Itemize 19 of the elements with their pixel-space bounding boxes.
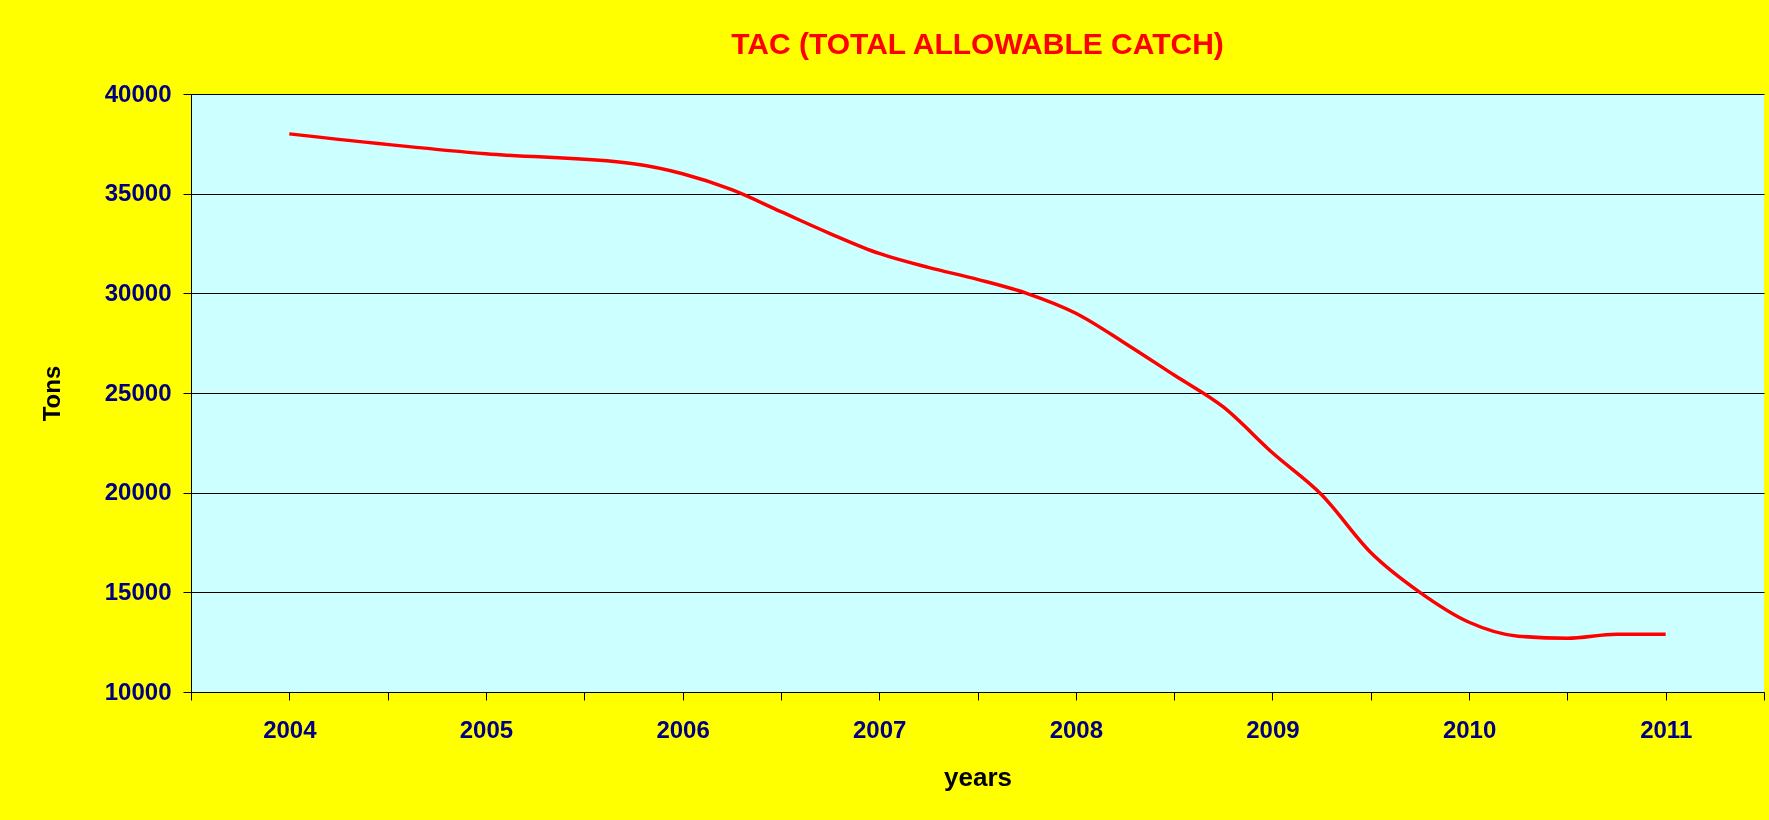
chart-title: TAC (TOTAL ALLOWABLE CATCH) xyxy=(731,27,1224,60)
line-series xyxy=(287,132,1668,640)
x-tick-label: 2011 xyxy=(1640,715,1693,743)
y-tick-label: 30000 xyxy=(104,278,172,306)
x-tick-label: 2010 xyxy=(1442,715,1497,743)
x-tick-label: 2007 xyxy=(852,715,907,743)
x-tick-label: 2009 xyxy=(1246,715,1300,743)
y-tick-label: 25000 xyxy=(104,378,172,406)
y-tick-label: 35000 xyxy=(104,179,172,207)
y-tick-label: 15000 xyxy=(104,577,172,605)
y-tick-label: 10000 xyxy=(104,677,172,705)
y-axis-title: Tons xyxy=(37,365,65,422)
x-tick-label: 2005 xyxy=(459,715,514,743)
x-tick-label: 2006 xyxy=(656,715,710,743)
x-tick-label: 2004 xyxy=(263,715,318,743)
y-tick-label: 40000 xyxy=(104,79,172,107)
y-tick-label: 20000 xyxy=(104,478,172,506)
x-axis-title: years xyxy=(944,761,1012,792)
x-tick-label: 2008 xyxy=(1049,715,1104,743)
